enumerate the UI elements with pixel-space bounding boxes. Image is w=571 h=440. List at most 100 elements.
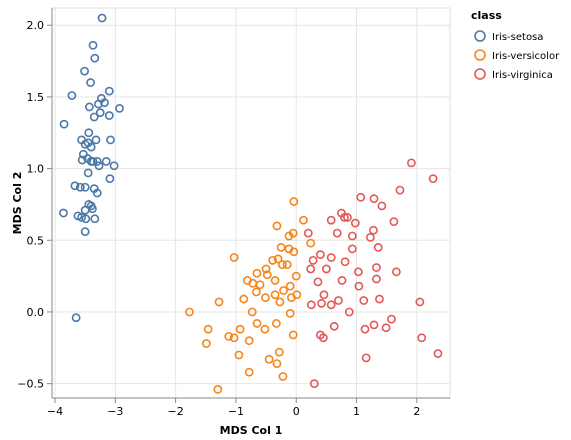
point-iris-virginica bbox=[389, 217, 399, 227]
point-iris-virginica bbox=[313, 277, 323, 287]
point-iris-setosa bbox=[86, 78, 95, 87]
point-iris-virginica bbox=[340, 257, 350, 267]
point-iris-setosa bbox=[67, 91, 77, 100]
x-tick-label: 2 bbox=[413, 405, 420, 418]
point-iris-setosa bbox=[71, 313, 81, 323]
point-iris-setosa bbox=[101, 157, 111, 166]
point-iris-virginica bbox=[356, 192, 366, 202]
point-iris-virginica bbox=[326, 253, 336, 262]
point-iris-virginica bbox=[309, 379, 319, 389]
point-iris-versicolor bbox=[288, 330, 298, 340]
point-iris-virginica bbox=[332, 228, 342, 238]
data-points bbox=[59, 13, 443, 394]
point-iris-versicolor bbox=[274, 347, 284, 357]
point-iris-virginica bbox=[329, 321, 339, 331]
point-iris-versicolor bbox=[261, 293, 270, 303]
point-iris-versicolor bbox=[244, 336, 254, 346]
point-iris-virginica bbox=[315, 250, 325, 260]
point-iris-virginica bbox=[306, 300, 316, 310]
point-iris-virginica bbox=[407, 158, 416, 168]
point-iris-versicolor bbox=[292, 290, 302, 300]
x-tick-label: −1 bbox=[228, 405, 244, 418]
point-iris-versicolor bbox=[185, 307, 194, 317]
point-iris-versicolor bbox=[278, 372, 288, 381]
point-iris-versicolor bbox=[282, 260, 292, 270]
legend-label-iris-virginica: Iris-virginica bbox=[492, 70, 553, 81]
point-iris-setosa bbox=[88, 204, 97, 214]
point-iris-versicolor bbox=[279, 286, 288, 295]
point-iris-setosa bbox=[95, 108, 105, 118]
point-iris-virginica bbox=[308, 255, 318, 265]
y-gridlines bbox=[52, 24, 450, 385]
point-iris-virginica bbox=[433, 349, 443, 358]
point-iris-setosa bbox=[80, 182, 90, 192]
point-iris-versicolor bbox=[276, 243, 286, 252]
legend-label-iris-setosa: Iris-setosa bbox=[492, 32, 543, 43]
point-iris-setosa bbox=[94, 161, 104, 171]
point-iris-versicolor bbox=[224, 331, 234, 341]
point-iris-setosa bbox=[89, 112, 99, 122]
point-iris-versicolor bbox=[285, 281, 295, 291]
point-iris-versicolor bbox=[235, 324, 245, 334]
plot-area: −4 −3 −2 −1 0 1 2 −0.5 0.0 0.5 1.0 1.5 2.0 bbox=[17, 7, 451, 418]
legend-items: Iris-setosa Iris-versicolor Iris-virginica bbox=[474, 30, 560, 81]
point-iris-virginica bbox=[360, 324, 370, 334]
x-tick-label: 1 bbox=[353, 405, 360, 418]
point-iris-virginica bbox=[326, 215, 336, 225]
point-iris-versicolor bbox=[260, 324, 270, 334]
point-iris-versicolor bbox=[271, 319, 281, 328]
point-iris-versicolor bbox=[247, 307, 257, 317]
point-iris-setosa bbox=[86, 142, 96, 152]
point-iris-versicolor bbox=[234, 350, 244, 360]
point-iris-virginica bbox=[350, 218, 360, 228]
point-iris-versicolor bbox=[289, 197, 299, 206]
point-iris-setosa bbox=[97, 13, 107, 23]
point-iris-versicolor bbox=[284, 231, 294, 241]
point-iris-versicolor bbox=[277, 260, 287, 270]
y-axis-ticks: −0.5 0.0 0.5 1.0 1.5 2.0 bbox=[17, 19, 52, 391]
point-iris-versicolor bbox=[252, 287, 261, 297]
point-iris-virginica bbox=[387, 314, 396, 324]
point-iris-versicolor bbox=[252, 319, 262, 328]
point-iris-virginica bbox=[428, 174, 438, 184]
point-iris-virginica bbox=[347, 231, 357, 241]
point-iris-versicolor bbox=[244, 367, 254, 377]
point-iris-virginica bbox=[369, 194, 379, 204]
y-tick-label: −0.5 bbox=[17, 378, 44, 391]
point-iris-versicolor bbox=[213, 384, 223, 394]
point-iris-setosa bbox=[81, 214, 91, 224]
plot-background bbox=[52, 8, 450, 398]
y-tick-label: 1.0 bbox=[27, 163, 45, 176]
x-axis-title: MDS Col 1 bbox=[220, 424, 283, 437]
point-iris-virginica bbox=[337, 276, 347, 285]
point-iris-setosa bbox=[59, 208, 68, 218]
point-iris-setosa bbox=[77, 155, 87, 165]
point-iris-versicolor bbox=[264, 354, 274, 364]
point-iris-virginica bbox=[381, 323, 391, 333]
point-iris-virginica bbox=[359, 296, 369, 305]
point-iris-versicolor bbox=[285, 309, 295, 318]
point-iris-setosa bbox=[115, 103, 124, 113]
point-iris-virginica bbox=[347, 244, 357, 254]
point-iris-virginica bbox=[373, 243, 383, 252]
y-tick-label: 0.5 bbox=[27, 234, 45, 247]
point-iris-setosa bbox=[104, 86, 114, 96]
point-iris-setosa bbox=[73, 211, 83, 221]
point-iris-virginica bbox=[395, 185, 405, 195]
point-iris-virginica bbox=[340, 212, 349, 222]
point-iris-virginica bbox=[354, 281, 364, 291]
point-iris-virginica bbox=[369, 225, 378, 235]
point-iris-versicolor bbox=[239, 294, 249, 304]
point-iris-virginica bbox=[303, 228, 313, 238]
x-tick-label: −2 bbox=[168, 405, 184, 418]
point-iris-versicolor bbox=[306, 238, 316, 248]
y-axis-title: MDS Col 2 bbox=[11, 172, 24, 235]
legend: class Iris-setosa Iris-versicolor Iris-vir… bbox=[471, 9, 560, 81]
point-iris-virginica bbox=[343, 212, 352, 222]
point-iris-virginica bbox=[321, 264, 331, 274]
point-iris-virginica bbox=[317, 298, 326, 308]
point-iris-versicolor bbox=[268, 255, 278, 265]
point-iris-virginica bbox=[377, 201, 387, 211]
point-iris-virginica bbox=[319, 290, 329, 300]
